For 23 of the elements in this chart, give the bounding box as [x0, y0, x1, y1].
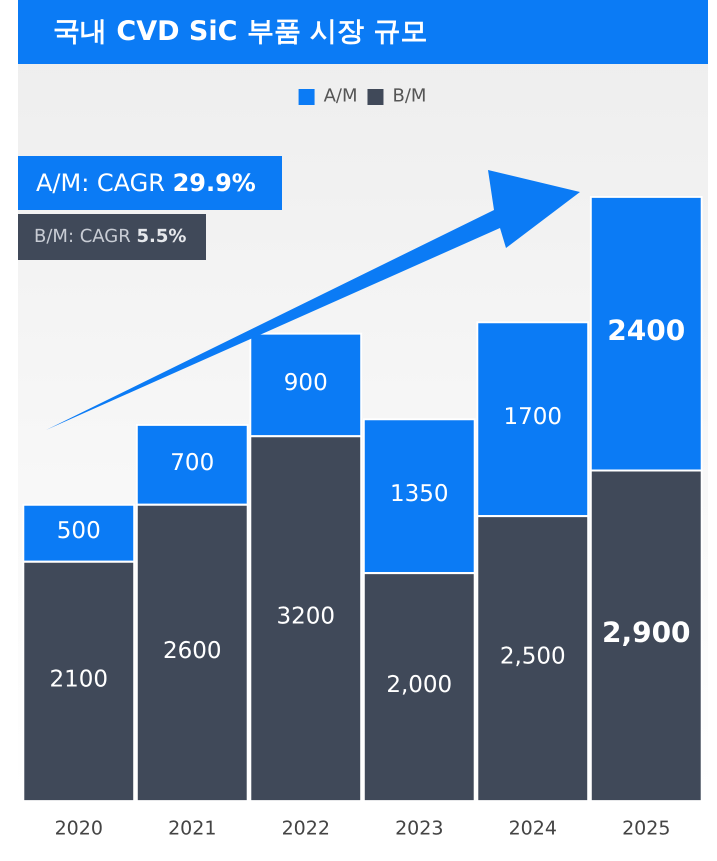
x-tick-label: 2021 — [168, 818, 216, 840]
data-label: 1700 — [503, 404, 562, 430]
data-label: 900 — [284, 370, 328, 396]
data-label: 1350 — [390, 481, 449, 508]
x-tick-label: 2022 — [282, 818, 330, 840]
data-label: 2100 — [49, 666, 108, 692]
x-tick-label: 2020 — [54, 818, 103, 840]
x-tick-label: 2025 — [622, 818, 670, 840]
text: A/M: CAGR 29.9% — [36, 169, 256, 197]
chart-title: 국내 CVD SiC 부품 시장 규모 — [18, 0, 708, 64]
data-label: 2,000 — [386, 672, 452, 698]
legend-label: A/M — [324, 86, 358, 107]
x-tick-label: 2024 — [508, 818, 557, 840]
data-label: 700 — [170, 450, 214, 476]
legend-label: B/M — [392, 86, 426, 107]
data-label: 2400 — [607, 314, 686, 347]
data-label: 3200 — [276, 604, 336, 630]
annotation: B/M: CAGR 5.5% — [34, 226, 186, 247]
data-label: 2,900 — [602, 616, 691, 650]
x-tick-label: 2023 — [395, 818, 444, 840]
data-label: 2,500 — [500, 644, 566, 670]
data-label: 500 — [56, 518, 101, 544]
data-label: 2600 — [162, 638, 222, 664]
